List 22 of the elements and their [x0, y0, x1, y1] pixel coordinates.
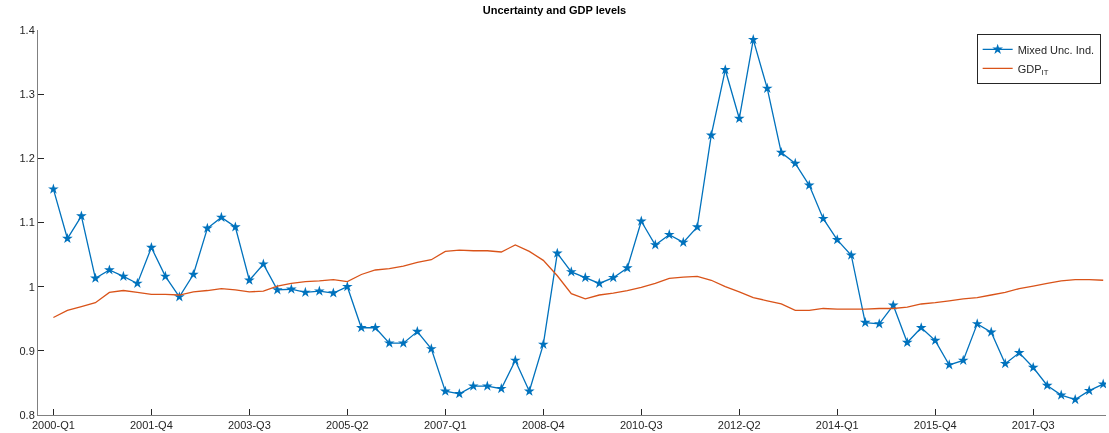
x-tick-label: 2008-Q4: [521, 419, 565, 432]
x-tick-label: 2015-Q4: [913, 419, 957, 432]
x-tick-label: 2000-Q1: [31, 419, 75, 432]
chart-title: Uncertainty and GDP levels: [482, 4, 627, 17]
x-tick-label: 2007-Q1: [423, 419, 467, 432]
y-tick-label: 1: [28, 280, 35, 293]
line-series: [52, 244, 1104, 319]
x-tick-label: 2014-Q1: [815, 419, 859, 432]
y-tick-label: 1.2: [19, 152, 35, 165]
x-tick-label: 2017-Q3: [1011, 419, 1055, 432]
y-tick-label: 0.8: [19, 408, 35, 421]
y-tick-label: 0.9: [19, 344, 35, 357]
x-tick-label: 2003-Q3: [227, 419, 271, 432]
x-tick-label: 2010-Q3: [619, 419, 663, 432]
legend-label: Mixed Unc. Ind.: [1017, 43, 1095, 56]
x-tick-label: 2005-Q2: [325, 419, 369, 432]
y-tick-label: 1.1: [19, 216, 35, 229]
y-tick-label: 1.4: [19, 23, 35, 36]
x-tick-label: 2001-Q4: [129, 419, 173, 432]
legend-label: GDP$_{IT}$: [1017, 62, 1049, 77]
x-tick-label: 2012-Q2: [717, 419, 761, 432]
y-tick-label: 1.3: [19, 88, 35, 101]
